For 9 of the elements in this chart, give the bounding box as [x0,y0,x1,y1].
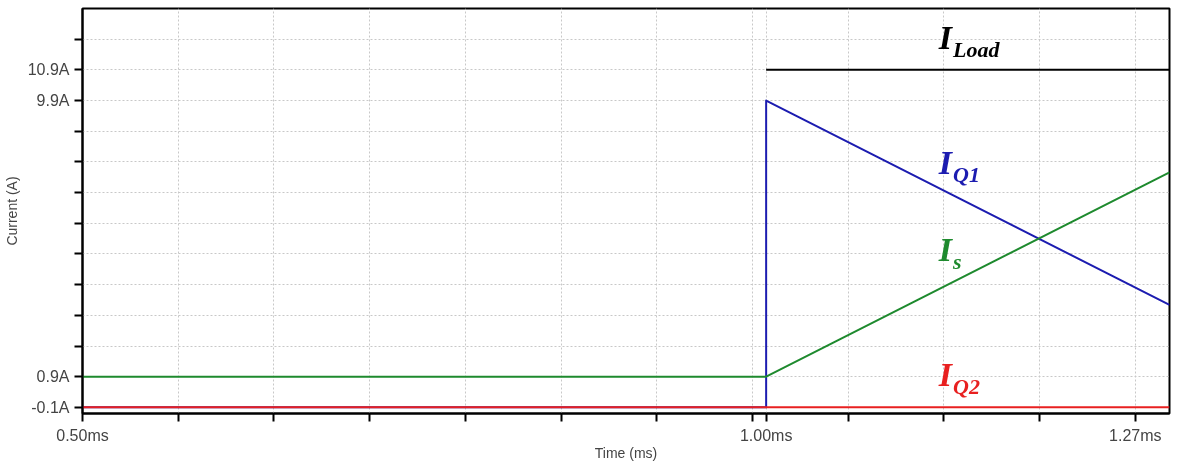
y-axis-title: Current (A) [3,176,20,246]
y-tick-label: 10.9A [27,61,70,79]
x-tick-label: 1.00ms [739,426,793,444]
y-tick-label: 9.9A [36,92,70,110]
x-tick-label: 0.50ms [56,426,109,444]
y-tick-label: 0.9A [36,368,70,386]
y-tick-label: -0.1A [31,398,70,416]
x-tick-label: 1.27ms [1109,426,1162,444]
x-axis-title: Time (ms) [594,444,658,461]
